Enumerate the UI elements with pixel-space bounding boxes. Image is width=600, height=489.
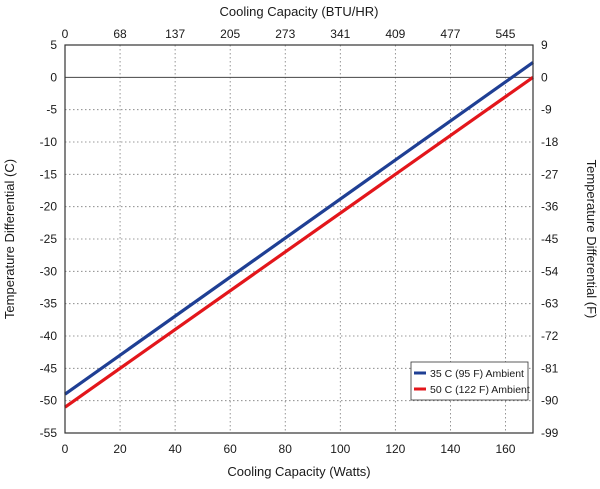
right-tick-label: -45 (541, 232, 559, 246)
series-line-50c (64, 76, 534, 409)
top-tick-label: 137 (165, 27, 185, 41)
y-tick-label: -45 (40, 361, 58, 375)
top-tick-label: 68 (113, 27, 127, 41)
top-tick-label: 0 (62, 27, 69, 41)
x-tick-label: 120 (385, 442, 405, 456)
x-tick-label: 20 (113, 442, 127, 456)
right-tick-label: 0 (541, 70, 548, 84)
series-line-35c (64, 61, 534, 396)
right-tick-label: -9 (541, 103, 552, 117)
tick-labels: 0 0 20 68 40 137 60 205 80 273 100 341 120 409 140 477 1… (40, 27, 559, 456)
legend-box (410, 361, 529, 401)
right-axis-title: Temperature Differential (F) (584, 160, 599, 319)
right-tick-label: -36 (541, 200, 559, 214)
plot-frame (64, 44, 534, 434)
top-tick-label: 273 (275, 27, 295, 41)
x-tick-label: 160 (495, 442, 515, 456)
y-tick-label: -30 (40, 264, 58, 278)
x-tick-label: 0 (62, 442, 69, 456)
right-tick-label: -18 (541, 135, 559, 149)
right-tick-label: -90 (541, 394, 559, 408)
right-tick-label: -99 (541, 426, 559, 440)
y-tick-label: -10 (40, 135, 58, 149)
x-tick-label: 100 (330, 442, 350, 456)
right-tick-label: -72 (541, 329, 559, 343)
y-tick-label: -55 (40, 426, 58, 440)
y-tick-label: -25 (40, 232, 58, 246)
top-tick-label: 545 (495, 27, 515, 41)
right-tick-label: -27 (541, 167, 559, 181)
x-tick-label: 80 (279, 442, 293, 456)
series-lines (64, 61, 534, 409)
top-tick-label: 341 (330, 27, 350, 41)
y-tick-label: -5 (46, 103, 57, 117)
x-tick-label: 140 (440, 442, 460, 456)
y-tick-label: 5 (50, 38, 57, 52)
y-axis-title: Temperature Differential (C) (2, 159, 17, 319)
right-tick-label: -81 (541, 361, 559, 375)
top-tick-label: 477 (440, 27, 460, 41)
gridlines (65, 45, 533, 433)
x-tick-label: 40 (168, 442, 182, 456)
y-tick-label: -35 (40, 297, 58, 311)
x-tick-label: 60 (223, 442, 237, 456)
legend-label-50c: 50 C (122 F) Ambient (430, 384, 530, 396)
y-tick-label: -40 (40, 329, 58, 343)
legend-label-35c: 35 C (95 F) Ambient (430, 368, 524, 380)
y-tick-label: -50 (40, 394, 58, 408)
right-tick-label: -63 (541, 297, 559, 311)
right-tick-label: -54 (541, 264, 559, 278)
legend: 35 C (95 F) Ambient 50 C (122 F) Ambient (410, 361, 530, 401)
top-tick-label: 205 (220, 27, 240, 41)
top-tick-label: 409 (385, 27, 405, 41)
y-tick-label: 0 (50, 70, 57, 84)
x-axis-title: Cooling Capacity (Watts) (227, 464, 370, 479)
y-tick-label: -20 (40, 200, 58, 214)
y-tick-label: -15 (40, 167, 58, 181)
right-tick-label: 9 (541, 38, 548, 52)
top-axis-title: Cooling Capacity (BTU/HR) (220, 4, 379, 19)
